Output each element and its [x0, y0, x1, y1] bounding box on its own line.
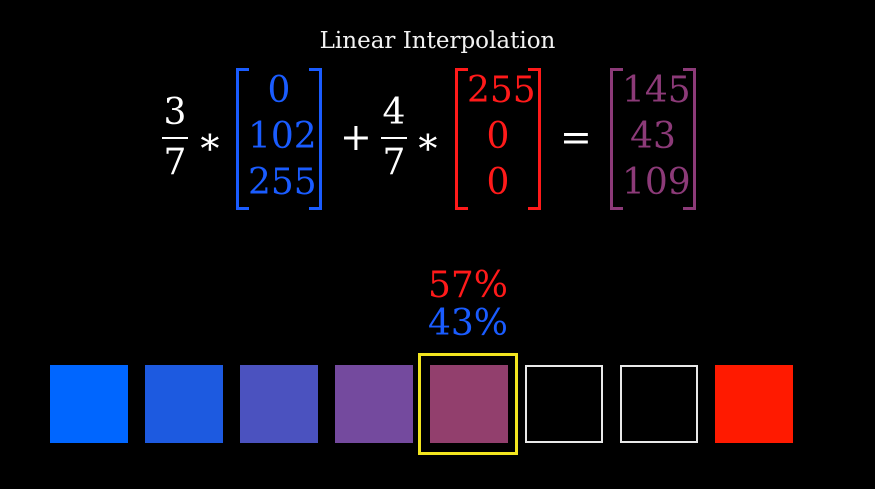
vector-b-r: 255 — [467, 70, 536, 111]
fraction-bar — [381, 137, 407, 139]
vector-result-b: 109 — [622, 162, 691, 203]
plus-operator: + — [340, 115, 372, 159]
vector-b-g: 0 — [486, 116, 510, 157]
vector-result-g: 43 — [630, 116, 676, 157]
coefficient-b-numerator: 4 — [382, 92, 406, 133]
vector-result-left-bracket — [610, 68, 623, 210]
fraction-bar — [162, 137, 188, 139]
vector-a-g: 102 — [248, 116, 317, 157]
vector-b-right-bracket — [528, 68, 541, 210]
color-swatch — [715, 365, 793, 443]
coefficient-b-denominator: 7 — [382, 142, 406, 183]
times-operator-b: ∗ — [415, 119, 441, 163]
vector-a-left-bracket — [236, 68, 249, 210]
title: Linear Interpolation — [319, 28, 556, 54]
blue-percentage: 43% — [427, 303, 508, 344]
color-swatch — [145, 365, 223, 443]
coefficient-b: 4 7 — [379, 95, 409, 185]
color-swatch-empty — [620, 365, 698, 443]
vector-b-b: 0 — [486, 162, 510, 203]
selection-highlight — [418, 353, 518, 455]
vector-a-r: 0 — [267, 70, 291, 111]
color-swatch-empty — [525, 365, 603, 443]
vector-b: 255 0 0 — [455, 68, 541, 210]
vector-a-right-bracket — [309, 68, 322, 210]
vector-a: 0 102 255 — [236, 68, 322, 210]
vector-result-r: 145 — [622, 70, 691, 111]
equals-operator: = — [560, 115, 592, 159]
times-operator-a: ∗ — [197, 119, 223, 163]
coefficient-a-numerator: 3 — [163, 92, 187, 133]
vector-a-b: 255 — [248, 162, 317, 203]
color-swatch-selected — [430, 365, 508, 443]
red-percentage: 57% — [427, 265, 508, 306]
coefficient-a-denominator: 7 — [163, 142, 187, 183]
vector-result-right-bracket — [683, 68, 696, 210]
color-swatch — [335, 365, 413, 443]
vector-result: 145 43 109 — [610, 68, 696, 210]
vector-b-left-bracket — [455, 68, 468, 210]
color-swatch — [50, 365, 128, 443]
coefficient-a: 3 7 — [160, 95, 190, 185]
color-swatch — [240, 365, 318, 443]
